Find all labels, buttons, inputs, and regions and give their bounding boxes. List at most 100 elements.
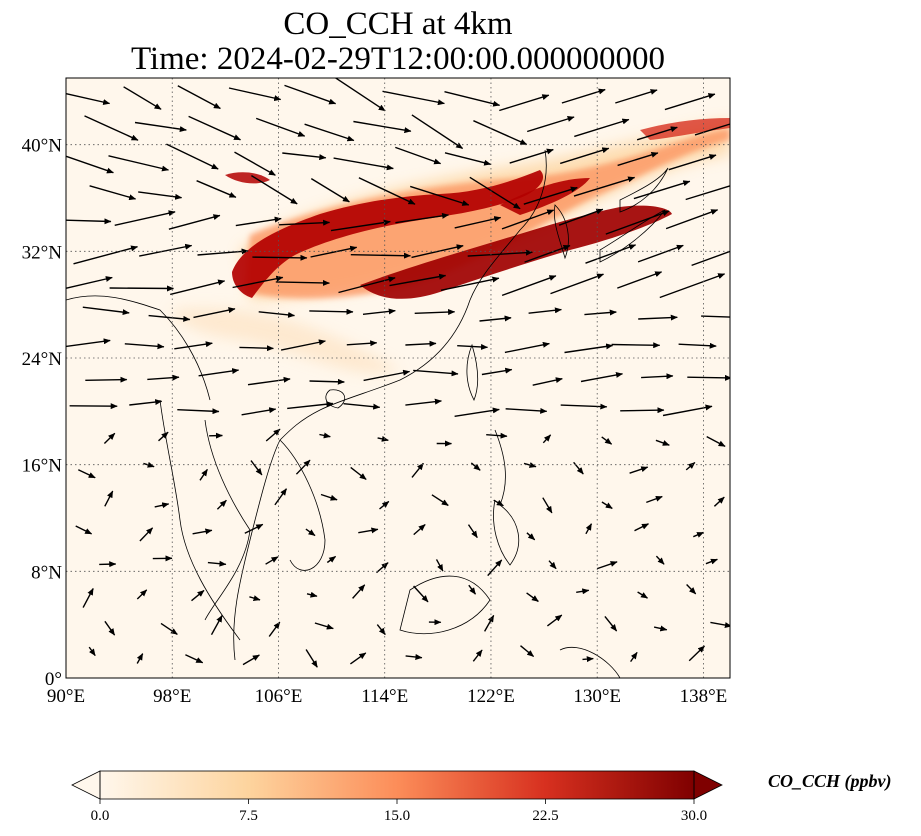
wind-arrow: [605, 210, 670, 235]
wind-arrow: [655, 439, 670, 446]
wind-arrow: [228, 87, 282, 102]
colorbar-tick-label: 7.5: [239, 808, 258, 824]
wind-arrow: [207, 560, 227, 567]
wind-arrow: [405, 398, 442, 406]
wind-arrow: [353, 120, 412, 134]
wind-arrow: [584, 309, 617, 316]
wind-arrow: [457, 343, 488, 350]
wind-arrow: [479, 315, 512, 322]
wind-arrow: [154, 502, 170, 509]
wind-arrow: [241, 407, 277, 416]
wind-arrow: [170, 279, 226, 296]
lat-tick-label: 8°N: [31, 562, 62, 583]
wind-arrow: [604, 615, 618, 632]
wind-arrow: [108, 155, 169, 172]
lon-tick-label: 122°E: [467, 686, 515, 707]
wind-arrow: [504, 341, 550, 354]
wind-arrow: [486, 432, 508, 439]
wind-arrow: [659, 273, 726, 299]
wind-arrow: [280, 339, 326, 351]
wind-arrow: [576, 588, 590, 595]
wind-arrow: [73, 245, 138, 265]
wind-arrow: [191, 589, 205, 602]
wind-arrow: [352, 584, 366, 599]
wind-arrow: [582, 656, 594, 663]
wind-arrow: [560, 403, 608, 410]
wind-arrow: [467, 524, 478, 539]
wind-arrow: [687, 374, 730, 381]
wind-arrow: [573, 176, 636, 197]
lat-tick-label: 16°N: [22, 456, 63, 477]
lat-tick-label: 24°N: [22, 349, 63, 370]
wind-arrow: [678, 342, 717, 349]
wind-arrow: [66, 276, 113, 289]
wind-arrow: [542, 434, 552, 444]
wind-arrow: [168, 214, 221, 230]
wind-arrow: [255, 117, 306, 137]
wind-arrow: [84, 115, 139, 141]
wind-arrow: [89, 185, 137, 201]
wind-arrow: [573, 461, 584, 475]
wind-arrow: [561, 88, 606, 104]
wind-arrow: [444, 152, 492, 166]
wind-arrow: [694, 120, 730, 136]
wind-arrow: [199, 468, 208, 481]
wind-arrow: [197, 248, 249, 256]
wind-arrow: [295, 459, 311, 475]
longitude-labels: 90°E 98°E 106°E 114°E 122°E 130°E 138°E: [47, 686, 727, 707]
wind-arrow: [520, 645, 535, 658]
wind-arrow: [284, 84, 337, 105]
wind-arrow: [596, 561, 618, 570]
wind-arrow: [685, 461, 696, 471]
colorbar-tick-label: 30.0: [681, 808, 707, 824]
wind-arrow: [395, 146, 442, 165]
wind-arrow: [326, 555, 337, 564]
wind-arrow: [454, 216, 502, 229]
wind-arrow: [143, 461, 155, 468]
wind-arrow: [633, 180, 691, 200]
wind-arrow: [314, 622, 334, 630]
wind-arrow: [668, 154, 717, 171]
wind-arrow: [630, 651, 638, 663]
wind-arrow: [523, 186, 578, 205]
wind-arrow: [685, 185, 730, 201]
wind-arrow: [247, 376, 291, 386]
latitude-labels: 0° 8°N 16°N 24°N 32°N 40°N: [22, 136, 63, 690]
wind-arrow: [664, 93, 716, 111]
wind-arrow: [705, 558, 718, 565]
colorbar-extend-min: [71, 770, 101, 800]
wind-arrow: [330, 219, 391, 232]
wind-arrow: [389, 273, 447, 287]
wind-arrow: [82, 588, 94, 608]
wind-arrow: [431, 494, 449, 507]
wind-arrow: [77, 469, 96, 479]
colorbar: 0.0 7.5 15.0 22.5 30.0: [71, 770, 723, 824]
wind-vectors: [66, 78, 730, 668]
wind-arrow: [232, 275, 284, 289]
wind-arrow: [558, 208, 604, 226]
wind-arrow: [158, 431, 169, 442]
wind-arrow: [66, 93, 111, 105]
wind-arrow: [481, 367, 513, 376]
wind-arrow: [550, 273, 604, 295]
wind-arrow: [706, 435, 726, 448]
wind-arrow: [615, 89, 658, 104]
wind-arrow: [174, 341, 213, 350]
map-subtitle-time: Time: 2024-02-29T12:00:00.000000000: [130, 41, 666, 77]
wind-arrow: [349, 652, 367, 665]
wind-arrow: [265, 556, 279, 565]
coastlines: [66, 149, 669, 678]
wind-arrow: [710, 621, 730, 628]
wind-arrow: [304, 123, 355, 142]
colorbar-tick-label: 0.0: [91, 808, 110, 824]
wind-arrow: [655, 555, 665, 565]
wind-arrow: [268, 621, 281, 637]
lat-tick-label: 40°N: [22, 136, 63, 157]
wind-arrow: [358, 177, 416, 205]
wind-arrow: [188, 115, 241, 141]
wind-arrow: [275, 279, 330, 286]
wind-arrow: [363, 369, 411, 382]
wind-arrow: [346, 340, 378, 347]
wind-arrow: [444, 91, 501, 107]
wind-arrow: [665, 209, 719, 230]
